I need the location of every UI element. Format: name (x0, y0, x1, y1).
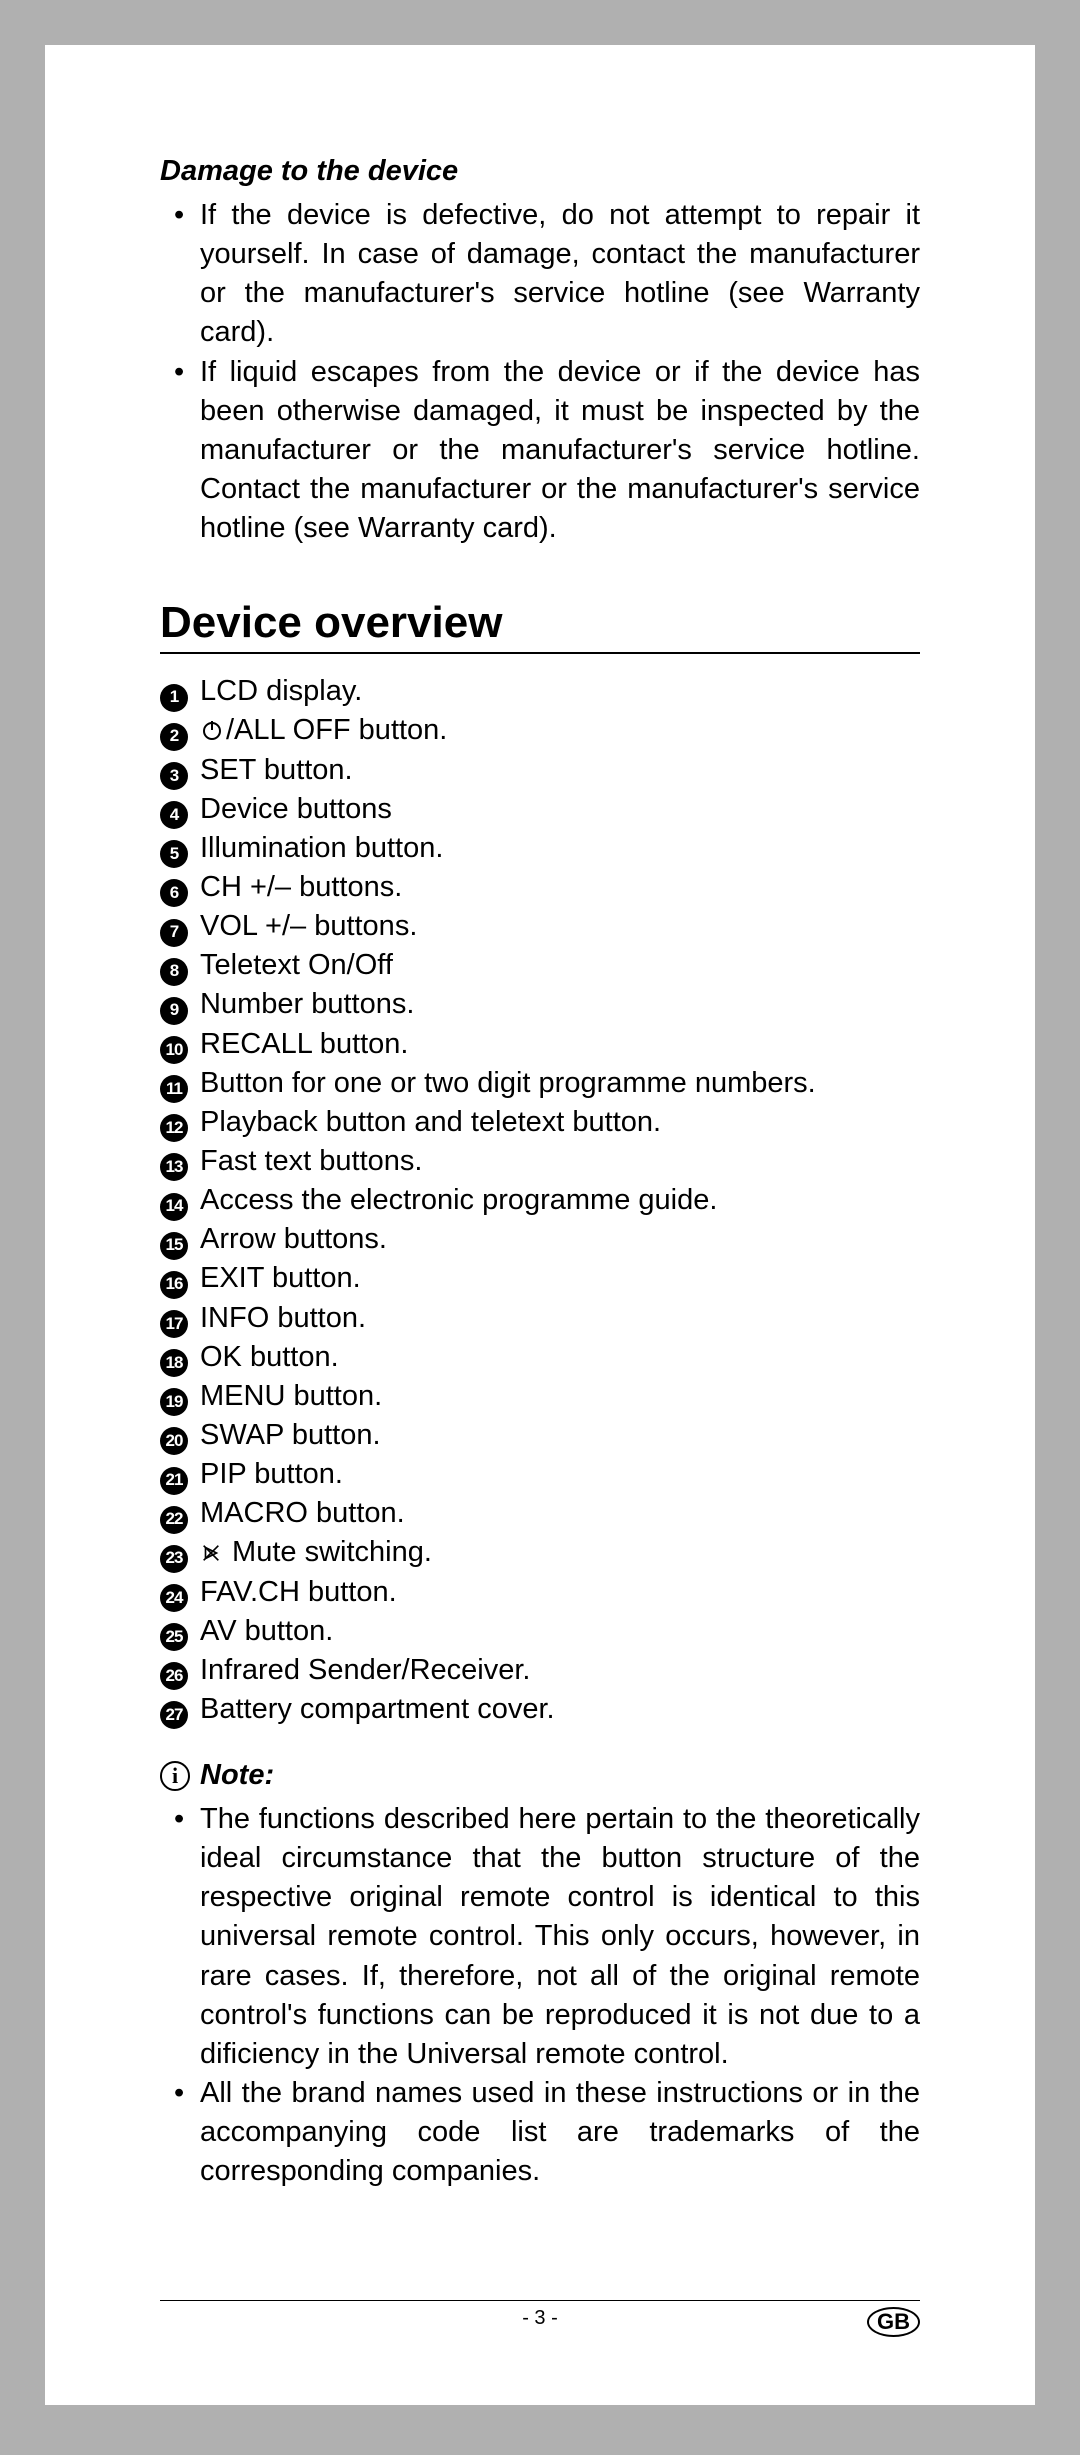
overview-item-label: Button for one or two digit programme nu… (200, 1064, 816, 1103)
overview-item-label: MACRO button. (200, 1494, 405, 1533)
overview-item: 22 MACRO button. (160, 1494, 920, 1533)
item-number-badge: 17 (160, 1310, 188, 1338)
item-number-badge: 6 (160, 879, 188, 907)
item-number-badge: 13 (160, 1153, 188, 1181)
overview-item: 13 Fast text buttons. (160, 1142, 920, 1181)
overview-item-label: VOL +/– buttons. (200, 907, 417, 946)
item-number-badge: 21 (160, 1467, 188, 1495)
item-number-badge: 8 (160, 958, 188, 986)
overview-item-label: /ALL OFF button. (200, 711, 447, 750)
overview-item: 15 Arrow buttons. (160, 1220, 920, 1259)
note-label: Note: (200, 1759, 274, 1792)
overview-item: 17 INFO button. (160, 1299, 920, 1338)
overview-item-label: OK button. (200, 1338, 339, 1377)
note-row: i Note: (160, 1759, 920, 1792)
overview-item-label: LCD display. (200, 672, 362, 711)
page-number: - 3 - (522, 2307, 558, 2330)
overview-item-label: Playback button and teletext button. (200, 1103, 661, 1142)
region-badge: GB (867, 2307, 920, 2337)
note-item: The functions described here pertain to … (160, 1800, 920, 2074)
overview-item-label: SET button. (200, 751, 353, 790)
item-number-badge: 10 (160, 1036, 188, 1064)
item-number-badge: 4 (160, 801, 188, 829)
overview-item-label: MENU button. (200, 1377, 382, 1416)
overview-item: 20 SWAP button. (160, 1416, 920, 1455)
overview-item: 3 SET button. (160, 751, 920, 790)
overview-item: 12 Playback button and teletext button. (160, 1103, 920, 1142)
overview-item: 9 Number buttons. (160, 985, 920, 1024)
overview-item: 1 LCD display. (160, 672, 920, 711)
overview-item-label: AV button. (200, 1612, 333, 1651)
overview-item-label: EXIT button. (200, 1259, 361, 1298)
overview-item: 24 FAV.CH button. (160, 1573, 920, 1612)
overview-item: 23 Mute switching. (160, 1533, 920, 1572)
overview-item-label: Access the electronic programme guide. (200, 1181, 717, 1220)
overview-item-label: Mute switching. (200, 1533, 432, 1572)
page-footer: - 3 - GB (160, 2300, 920, 2330)
overview-item-label: SWAP button. (200, 1416, 381, 1455)
overview-item: 26 Infrared Sender/Receiver. (160, 1651, 920, 1690)
overview-item: 19 MENU button. (160, 1377, 920, 1416)
overview-item-label: Fast text buttons. (200, 1142, 422, 1181)
item-number-badge: 27 (160, 1701, 188, 1729)
overview-item-label: Teletext On/Off (200, 946, 393, 985)
overview-item-label: Battery compartment cover. (200, 1690, 555, 1729)
item-number-badge: 15 (160, 1232, 188, 1260)
overview-item: 2/ALL OFF button. (160, 711, 920, 750)
overview-item: 16 EXIT button. (160, 1259, 920, 1298)
overview-item-label: Number buttons. (200, 985, 414, 1024)
overview-item: 21 PIP button. (160, 1455, 920, 1494)
overview-item: 6 CH +/– buttons. (160, 868, 920, 907)
item-number-badge: 16 (160, 1271, 188, 1299)
overview-item-label: PIP button. (200, 1455, 343, 1494)
item-number-badge: 20 (160, 1427, 188, 1455)
overview-list: 1LCD display.2/ALL OFF button.3SET butto… (160, 672, 920, 1729)
item-number-badge: 23 (160, 1545, 188, 1573)
overview-item-label: RECALL button. (200, 1025, 409, 1064)
item-number-badge: 25 (160, 1623, 188, 1651)
item-number-badge: 22 (160, 1506, 188, 1534)
manual-page: Damage to the device If the device is de… (45, 45, 1035, 2405)
item-number-badge: 14 (160, 1193, 188, 1221)
item-number-badge: 7 (160, 919, 188, 947)
overview-item: 4 Device buttons (160, 790, 920, 829)
item-number-badge: 18 (160, 1349, 188, 1377)
item-number-badge: 1 (160, 684, 188, 712)
overview-item-label: Device buttons (200, 790, 392, 829)
damage-list: If the device is defective, do not attem… (160, 196, 920, 548)
overview-item: 25 AV button. (160, 1612, 920, 1651)
item-number-badge: 9 (160, 997, 188, 1025)
item-number-badge: 5 (160, 840, 188, 868)
overview-item-label: Illumination button. (200, 829, 443, 868)
note-list: The functions described here pertain to … (160, 1800, 920, 2191)
item-number-badge: 19 (160, 1388, 188, 1416)
item-number-badge: 3 (160, 762, 188, 790)
note-item: All the brand names used in these instru… (160, 2074, 920, 2191)
overview-item: 18 OK button. (160, 1338, 920, 1377)
damage-item: If the device is defective, do not attem… (160, 196, 920, 353)
overview-heading: Device overview (160, 598, 920, 654)
overview-item-label: CH +/– buttons. (200, 868, 402, 907)
overview-item: 10 RECALL button. (160, 1025, 920, 1064)
overview-item: 5 Illumination button. (160, 829, 920, 868)
overview-item: 8 Teletext On/Off (160, 946, 920, 985)
damage-heading: Damage to the device (160, 155, 920, 188)
overview-item-label: Infrared Sender/Receiver. (200, 1651, 530, 1690)
overview-item-label: FAV.CH button. (200, 1573, 397, 1612)
item-number-badge: 11 (160, 1075, 188, 1103)
item-number-badge: 26 (160, 1662, 188, 1690)
overview-item: 14 Access the electronic programme guide. (160, 1181, 920, 1220)
overview-item-label: INFO button. (200, 1299, 366, 1338)
info-icon: i (160, 1761, 190, 1791)
item-number-badge: 2 (160, 723, 188, 751)
overview-item-label: Arrow buttons. (200, 1220, 387, 1259)
item-number-badge: 24 (160, 1584, 188, 1612)
overview-item: 11 Button for one or two digit programme … (160, 1064, 920, 1103)
item-number-badge: 12 (160, 1114, 188, 1142)
overview-item: 27 Battery compartment cover. (160, 1690, 920, 1729)
damage-item: If liquid escapes from the device or if … (160, 353, 920, 549)
overview-item: 7 VOL +/– buttons. (160, 907, 920, 946)
